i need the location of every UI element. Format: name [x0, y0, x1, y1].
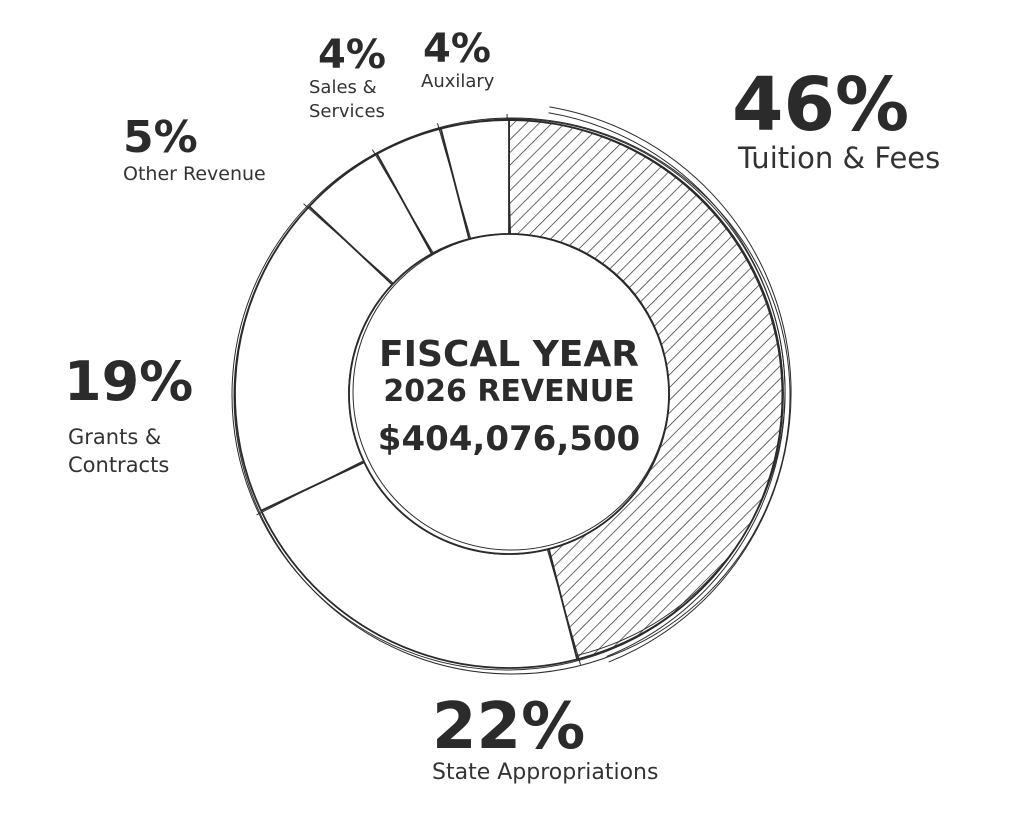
donut-hole-sketch: [352, 233, 670, 551]
donut-slices: [234, 113, 784, 669]
slice-percent-state: 22%: [432, 690, 585, 764]
slice-name-grants-line1: Grants &: [68, 425, 161, 449]
slice-label-tuition: 46% Tuition & Fees: [732, 62, 940, 175]
slice-label-auxilary: 4% Auxilary: [421, 26, 495, 92]
center-total-value: $404,076,500: [378, 419, 640, 459]
slice-percent-grants: 19%: [64, 350, 193, 413]
sketch-ring-1: [233, 117, 791, 675]
slice-name-other: Other Revenue: [123, 163, 266, 185]
slice-label-grants: 19% Grants & Contracts: [64, 350, 193, 477]
slice-edge-sketch-2: [545, 545, 582, 665]
slice-label-sales: 4% Sales & Services: [309, 32, 386, 122]
center-title-line1: FISCAL YEAR: [379, 334, 639, 375]
hatched-slice-sketch-arc-1: [548, 112, 786, 657]
slice-edge-sketch-3: [256, 458, 368, 516]
slice-percent-tuition: 46%: [732, 62, 909, 148]
hatched-slice-sketch-arc-2: [549, 106, 792, 663]
slice-name-auxilary: Auxilary: [421, 71, 495, 92]
center-title-line2: 2026 REVENUE: [383, 374, 634, 409]
slice-percent-other: 5%: [123, 112, 198, 163]
slice-name-tuition: Tuition & Fees: [737, 141, 940, 175]
slice-percent-sales: 4%: [318, 32, 386, 78]
slice-name-sales-line1: Sales &: [309, 77, 377, 98]
slice-percent-auxilary: 4%: [423, 26, 491, 72]
slice-name-sales-line2: Services: [309, 101, 385, 122]
slice-label-other: 5% Other Revenue: [123, 112, 266, 185]
slice-edge-sketch-5: [371, 149, 436, 257]
slice-label-state: 22% State Appropriations: [432, 690, 658, 785]
slice-edge-sketch-4: [303, 203, 397, 287]
slice-name-grants-line2: Contracts: [68, 453, 169, 477]
slice-edge-sketch-6: [436, 123, 473, 243]
slice-name-state: State Appropriations: [432, 760, 658, 785]
